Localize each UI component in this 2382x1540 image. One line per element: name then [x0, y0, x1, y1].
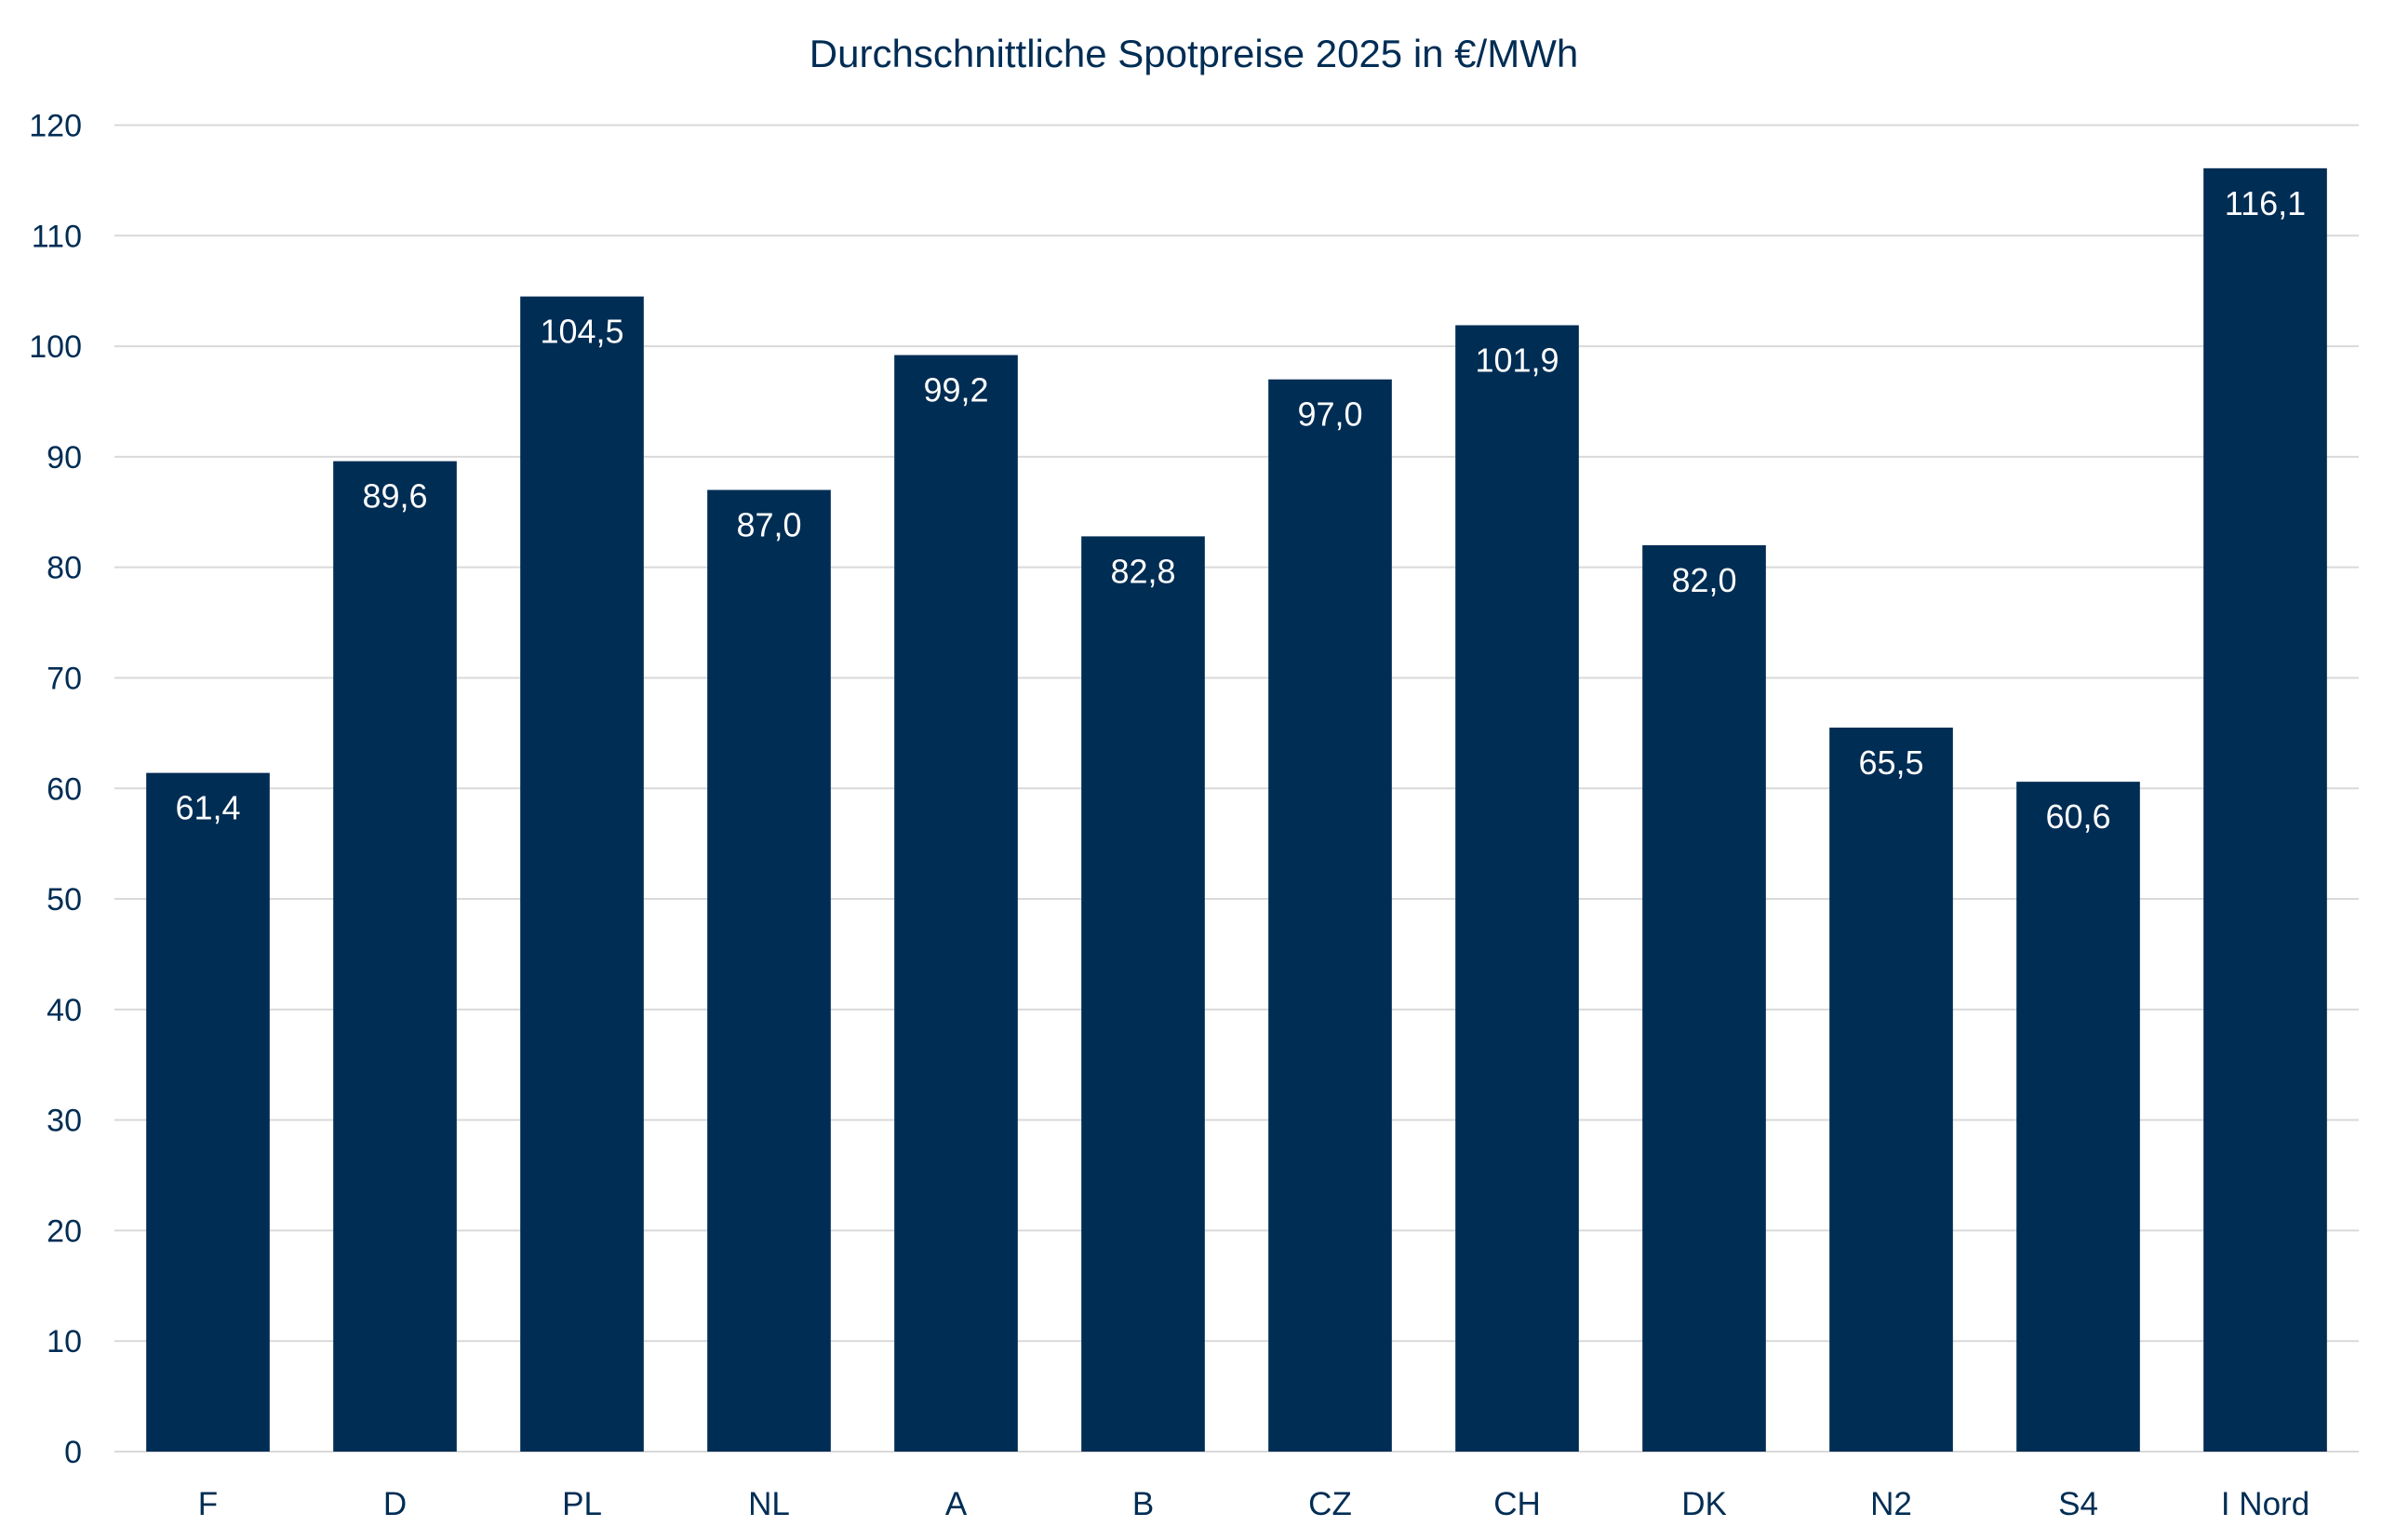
x-tick-label: D — [383, 1486, 407, 1522]
y-tick-label: 90 — [47, 440, 82, 475]
data-label: 116,1 — [2225, 184, 2306, 222]
data-label: 82,0 — [1671, 561, 1736, 599]
x-tick-label: PL — [562, 1486, 602, 1522]
x-tick-label: DK — [1681, 1486, 1727, 1522]
data-label: 101,9 — [1475, 341, 1559, 380]
bar-d — [333, 461, 457, 1452]
bar-n2 — [1829, 727, 1953, 1452]
x-tick-label: I Nord — [2221, 1486, 2309, 1522]
y-tick-label: 100 — [29, 329, 82, 365]
y-tick-label: 110 — [32, 219, 82, 254]
bar-dk — [1642, 544, 1766, 1452]
bar-cz — [1268, 379, 1392, 1452]
x-tick-label: F — [198, 1486, 218, 1522]
bar-nl — [707, 489, 831, 1453]
y-tick-label: 20 — [47, 1213, 82, 1249]
x-tick-label: A — [945, 1486, 968, 1522]
data-label: 87,0 — [736, 506, 801, 544]
data-label: 65,5 — [1858, 743, 1923, 782]
bar-a — [894, 355, 1018, 1452]
y-tick-label: 50 — [47, 882, 82, 917]
bar-f — [146, 772, 270, 1452]
x-tick-label: B — [1132, 1486, 1154, 1522]
x-tick-label: CH — [1493, 1486, 1541, 1522]
y-axis-ticks: 0 10 20 30 40 50 60 70 80 90 100 110 120 — [29, 109, 82, 1471]
y-tick-label: 30 — [47, 1104, 82, 1139]
data-label: 99,2 — [923, 371, 988, 409]
bar-ch — [1455, 325, 1579, 1452]
bar-b — [1081, 536, 1205, 1452]
x-tick-label: NL — [748, 1486, 790, 1522]
data-label: 61,4 — [175, 789, 240, 827]
y-tick-label: 70 — [47, 661, 82, 696]
x-tick-label: N2 — [1870, 1486, 1912, 1522]
x-axis-labels: F D PL NL A B CZ CH DK N2 S4 I Nord — [198, 1486, 2309, 1522]
bars: 61,4 89,6 104,5 87,0 99,2 82,8 97,0 101,9 82,0 65… — [146, 167, 2327, 1453]
bar-i-nord — [2203, 167, 2327, 1453]
y-tick-label: 120 — [29, 109, 82, 144]
y-tick-label: 0 — [64, 1435, 82, 1470]
data-label: 89,6 — [362, 477, 427, 516]
y-tick-label: 80 — [47, 551, 82, 586]
y-tick-label: 40 — [47, 993, 82, 1028]
data-label: 104,5 — [540, 313, 623, 351]
y-tick-label: 60 — [47, 771, 82, 807]
x-tick-label: CZ — [1308, 1486, 1352, 1522]
data-label: 82,8 — [1110, 552, 1175, 590]
bar-pl — [520, 296, 644, 1452]
y-tick-label: 10 — [47, 1324, 82, 1359]
x-tick-label: S4 — [2058, 1486, 2098, 1522]
chart-title: Durchschnittliche Spotpreise 2025 in €/M… — [810, 32, 1578, 75]
gridlines — [114, 124, 2359, 1453]
bar-s4 — [2016, 782, 2140, 1452]
data-label: 60,6 — [2045, 797, 2110, 836]
data-label: 97,0 — [1297, 395, 1362, 434]
